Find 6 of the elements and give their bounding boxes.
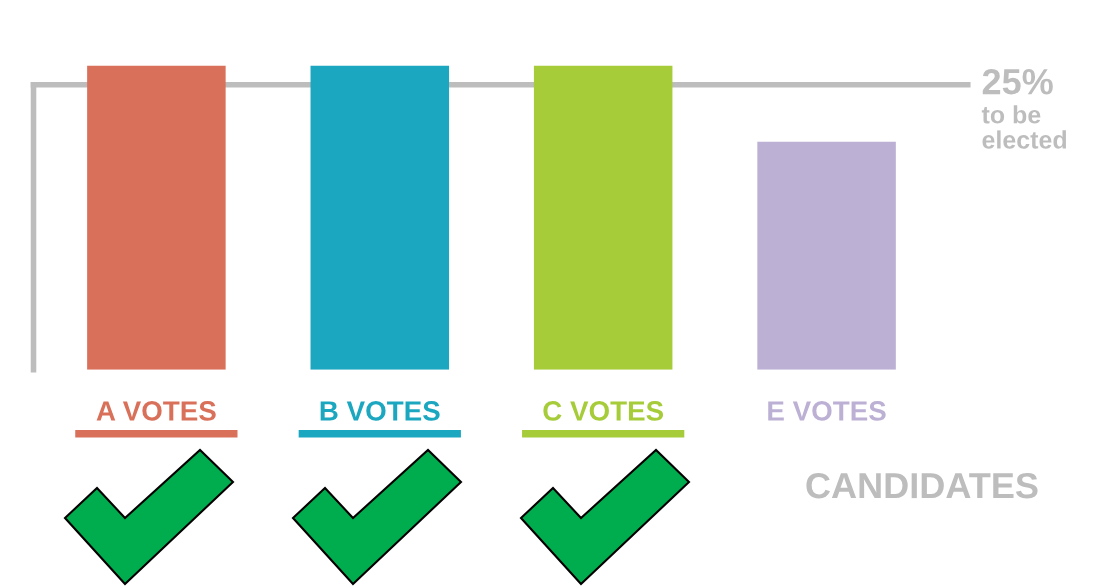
x-tick-label: E VOTES: [768, 401, 886, 421]
x-axis-title: CANDIDATES: [806, 472, 1038, 499]
ref-line-label: 25% to be elected: [981, 68, 1067, 149]
x-tick-label: C VOTES: [543, 401, 664, 421]
x-tick-label: A VOTES: [96, 401, 216, 421]
x-tick-label: B VOTES: [320, 401, 440, 421]
